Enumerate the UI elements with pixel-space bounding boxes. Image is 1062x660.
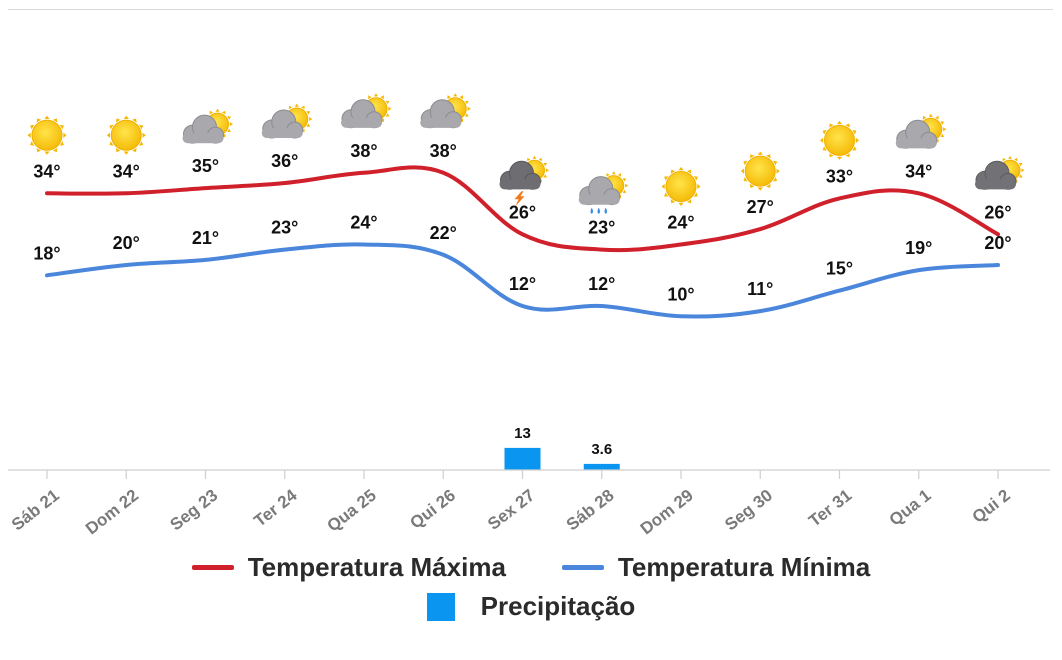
value-label-max: 24° [667, 213, 694, 233]
value-label-min: 11° [747, 279, 773, 299]
x-tick-label: Dom 29 [637, 486, 697, 539]
value-label-max: 26° [509, 202, 536, 222]
legend-item-min: Temperatura Mínima [561, 552, 871, 583]
legend-label-max: Temperatura Máxima [247, 552, 506, 582]
value-label-min: 22° [430, 223, 457, 243]
sun-icon [106, 115, 146, 155]
value-label-min: 20° [984, 233, 1011, 253]
legend-swatch-max [191, 565, 234, 570]
value-label-max: 26° [984, 202, 1011, 222]
value-label-min: 23° [271, 218, 298, 238]
x-tick-label: Sáb 21 [8, 486, 63, 535]
value-label-max: 35° [192, 156, 219, 176]
series-line-min [45, 242, 1000, 319]
partly-cloudy-icon [420, 93, 471, 129]
x-tick-label: Ter 24 [250, 485, 301, 530]
partly-cloudy-icon [261, 103, 313, 139]
sun-icon [661, 167, 701, 206]
legend-label-min: Temperatura Mínima [617, 552, 871, 582]
legend-item-max: Temperatura Máxima [191, 552, 506, 583]
x-tick-label: Seg 30 [721, 486, 776, 535]
rain-icon [578, 171, 629, 214]
value-label-max: 34° [113, 161, 140, 181]
x-tick-label: Qua 25 [323, 486, 379, 536]
value-label-max: 23° [588, 218, 615, 238]
legend-row-2: Precipitação [0, 591, 1062, 622]
value-label-max: 34° [33, 161, 60, 181]
value-label-min: 10° [667, 284, 694, 304]
sun-icon [27, 115, 67, 155]
x-tick-label: Sex 27 [484, 486, 538, 534]
value-label-max: 34° [905, 161, 932, 181]
x-tick-label: Qua 1 [886, 486, 935, 530]
value-label-min: 19° [905, 238, 932, 258]
precip-bar [583, 463, 620, 470]
sun-icon [740, 151, 780, 191]
x-tick-label: Qui 2 [969, 486, 1014, 527]
value-label-min: 21° [192, 228, 219, 248]
precip-label: 13 [514, 425, 531, 442]
sun-icon [820, 120, 859, 160]
value-label-max: 38° [430, 141, 457, 161]
value-label-max: 33° [826, 166, 853, 186]
precip-bar [504, 447, 541, 470]
partly-cloudy-icon [895, 113, 947, 149]
top-divider [8, 9, 1053, 10]
x-tick-label: Qui 26 [406, 486, 459, 533]
value-label-min: 20° [113, 233, 140, 253]
partly-cloudy-icon [341, 93, 392, 129]
legend-swatch-precip [426, 592, 455, 621]
x-tick-label: Sáb 28 [563, 486, 618, 535]
partly-cloudy-icon [182, 108, 233, 144]
precip-label: 3.6 [591, 441, 612, 458]
value-label-min: 12° [588, 274, 615, 294]
value-label-min: 12° [509, 274, 536, 294]
legend-label-precip: Precipitação [480, 591, 636, 621]
legend-swatch-min [561, 565, 604, 570]
x-tick-label: Dom 22 [82, 486, 142, 539]
legend-row-1: Temperatura Máxima Temperatura Mínima [0, 552, 1062, 583]
x-tick-label: Ter 31 [805, 486, 855, 531]
cloudy-icon [975, 155, 1025, 190]
thunderstorm-icon [499, 155, 549, 207]
value-label-max: 36° [271, 151, 298, 171]
series-line-max [45, 165, 1000, 253]
value-label-min: 24° [350, 213, 377, 233]
value-label-max: 27° [747, 197, 774, 217]
value-label-max: 38° [350, 141, 377, 161]
value-label-min: 15° [826, 259, 853, 279]
legend-item-precip: Precipitação [426, 591, 636, 622]
x-tick-label: Seg 23 [166, 486, 221, 535]
value-label-min: 18° [33, 243, 60, 263]
